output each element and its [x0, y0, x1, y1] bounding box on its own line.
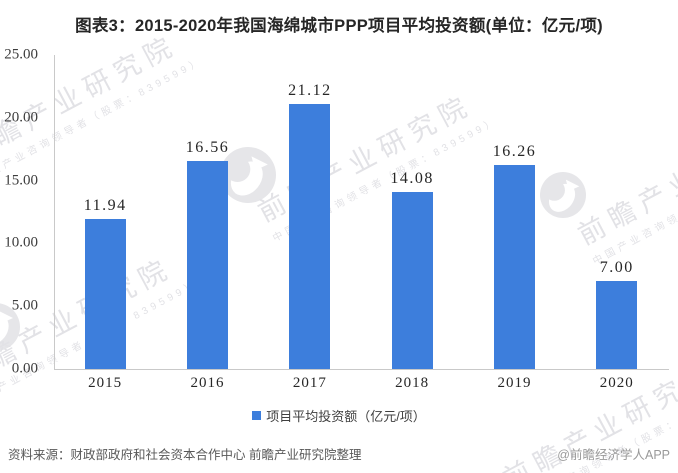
x-axis-tick-label: 2016 [190, 375, 225, 391]
bar-group-2019: 16.26 [463, 55, 565, 369]
watermark-logo-icon [0, 303, 20, 351]
y-axis-tick-label: 5.00 [11, 297, 38, 314]
bars-layer: 11.94 16.56 21.12 14.08 16.26 7.00 [54, 55, 668, 369]
y-axis-tick-label: 25.00 [4, 46, 38, 63]
y-axis-tick-label: 10.00 [4, 234, 38, 251]
chart-title: 图表3：2015-2020年我国海绵城市PPP项目平均投资额(单位：亿元/项) [75, 17, 603, 35]
bar-value-label: 7.00 [599, 259, 634, 277]
bar-value-label: 16.26 [492, 142, 537, 160]
bar-group-2016: 16.56 [156, 55, 258, 369]
legend: 项目平均投资额（亿元/项） [0, 406, 678, 425]
y-axis-tick-label: 20.00 [4, 109, 38, 126]
x-axis-tick-label: 2019 [497, 375, 532, 391]
source-text: 资料来源：财政部政府和社会资本合作中心 前瞻产业研究院整理 [8, 448, 362, 462]
x-axis-tick-label: 2018 [395, 375, 430, 391]
y-axis-labels: 25.00 20.00 15.00 10.00 5.00 0.00 [0, 47, 46, 377]
bar-2020 [596, 281, 638, 369]
watermark-logo-icon [540, 172, 586, 218]
bar-2018 [391, 192, 433, 369]
x-axis-labels: 2015 2016 2017 2018 2019 2020 [54, 375, 668, 392]
credit-text: @前瞻经济学人APP [557, 448, 670, 462]
bar-value-label: 11.94 [83, 197, 127, 214]
legend-label: 项目平均投资额（亿元/项） [266, 409, 426, 424]
x-axis-tick-label: 2020 [599, 375, 634, 391]
bar-2017 [289, 103, 331, 369]
legend-marker [252, 411, 262, 420]
watermark-logo-icon [220, 147, 276, 203]
footer: 资料来源：财政部政府和社会资本合作中心 前瞻产业研究院整理 @前瞻经济学人APP [8, 444, 670, 463]
bar-group-2017: 21.12 [259, 55, 361, 369]
x-axis-tick-label: 2017 [292, 375, 327, 391]
bar-2019 [493, 164, 535, 369]
plot-area [54, 55, 669, 370]
bar-value-label: 16.56 [185, 139, 230, 156]
bar-group-2015: 11.94 [54, 55, 156, 369]
bar-value-label: 21.12 [288, 81, 332, 99]
x-axis-tick-label: 2015 [88, 375, 123, 391]
bar-value-label: 14.08 [390, 170, 434, 188]
y-axis-tick-label: 15.00 [4, 172, 38, 189]
bar-2016 [186, 161, 228, 369]
bar-group-2018: 14.08 [361, 55, 463, 369]
bar-2015 [84, 219, 126, 369]
bar-group-2020: 7.00 [566, 55, 668, 369]
y-axis-tick-label: 0.00 [11, 360, 38, 377]
